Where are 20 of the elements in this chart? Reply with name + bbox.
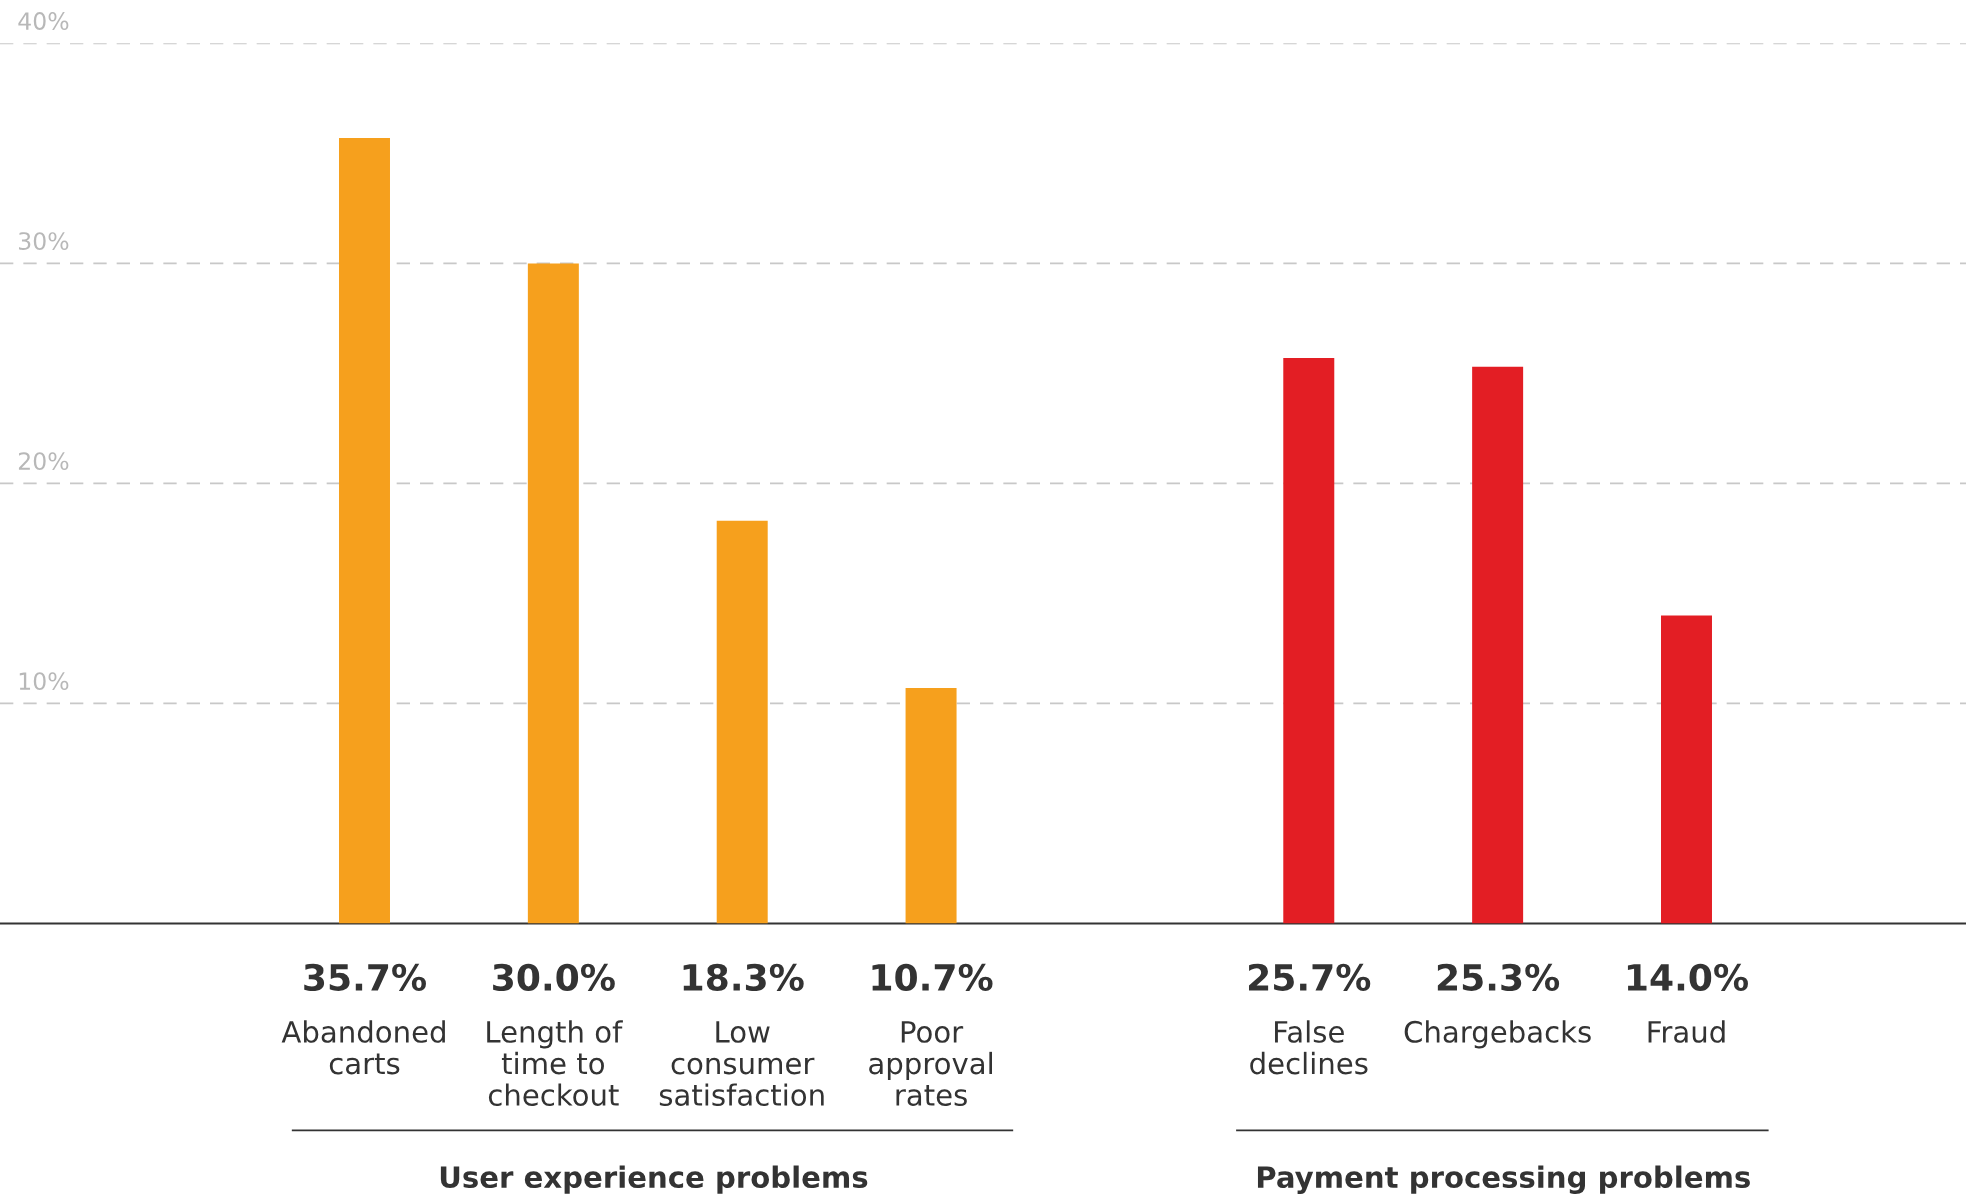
y-tick-label: 40% xyxy=(18,12,69,30)
x-tick-label: Length of time to checkout xyxy=(487,1020,623,1106)
x-tick-label: Abandoned carts xyxy=(281,1020,445,1075)
text: User experience problems xyxy=(440,1165,868,1194)
y-tick-label: 30% xyxy=(19,232,69,250)
x-tick-label: False declines xyxy=(1250,1020,1368,1075)
data-label: 35.7% xyxy=(304,963,426,992)
data-label: 25.3% xyxy=(1437,963,1560,992)
data-label: 18.3% xyxy=(683,963,804,992)
data-label: 25.7% xyxy=(1248,963,1371,992)
x-tick-label: Low consumer satisfaction xyxy=(659,1021,824,1106)
x-tick-label: Poor approval rates xyxy=(869,1021,992,1106)
data-label: 10.7% xyxy=(872,963,993,992)
y-tick-label: 10% xyxy=(19,672,69,691)
y-tick-label: 20% xyxy=(18,452,69,471)
x-tick-label: Fraud xyxy=(1648,1020,1725,1043)
data-label: 30.0% xyxy=(493,963,615,992)
data-label: 14.0% xyxy=(1627,963,1748,992)
x-tick-label: Chargebacks xyxy=(1404,1020,1591,1049)
text: Payment processing problems xyxy=(1257,1165,1750,1194)
